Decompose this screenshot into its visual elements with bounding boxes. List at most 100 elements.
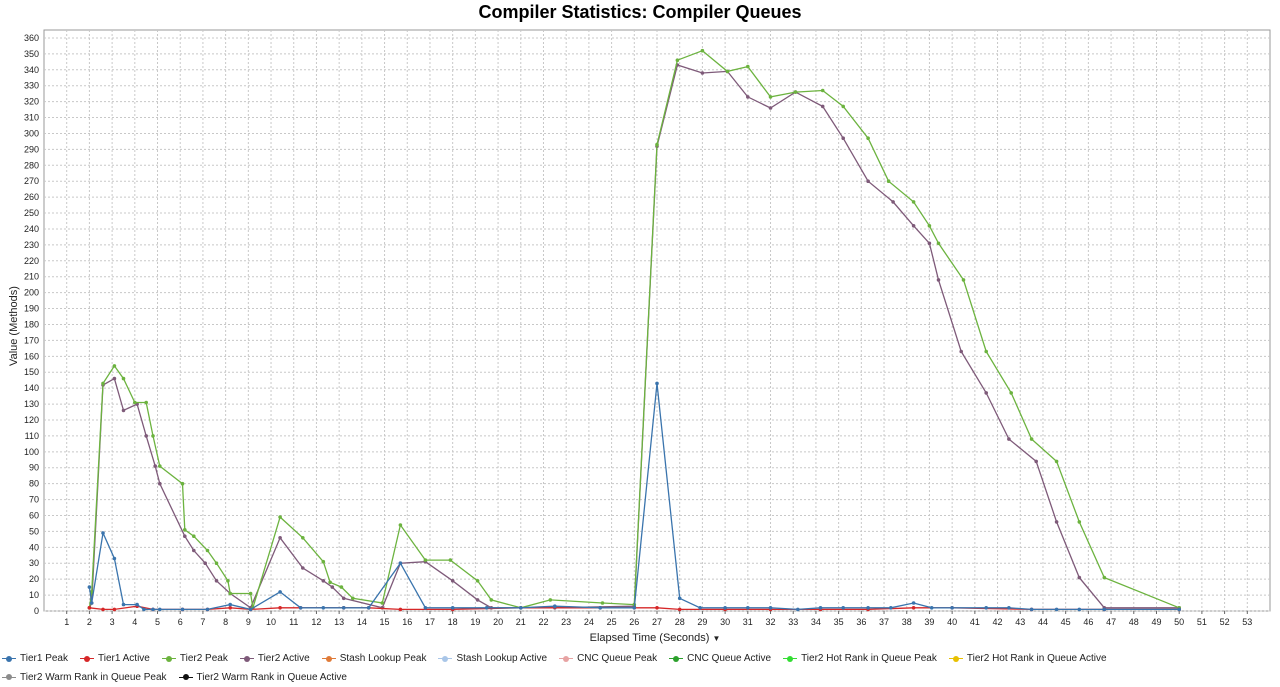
y-tick-label: 40 [29,542,39,552]
data-point [228,602,232,607]
data-point [655,381,659,386]
legend-item[interactable]: Tier2 Peak [161,650,228,667]
data-point [214,579,219,583]
x-tick-label: 38 [902,617,912,627]
data-point [700,71,705,75]
y-tick-label: 10 [29,590,39,600]
x-tick-label: 2 [87,617,92,627]
data-point [1077,575,1082,580]
data-point [278,515,282,519]
data-point [398,607,403,612]
data-point [698,606,702,610]
data-point [911,224,916,228]
y-tick-label: 190 [24,304,39,314]
x-tick-label: 22 [538,617,548,627]
data-point [248,591,253,596]
y-tick-label: 180 [24,319,39,329]
data-point [841,606,845,610]
data-point [205,607,210,612]
legend-label: CNC Queue Active [687,653,772,664]
data-point [330,585,335,589]
data-point [1054,607,1059,612]
data-point [1054,520,1059,524]
y-tick-label: 330 [24,81,39,91]
data-point [600,601,605,605]
legend-swatch-icon [559,655,574,663]
data-point [632,606,637,610]
data-point [866,179,870,183]
legend-swatch-icon [239,655,254,663]
legend-label: Tier2 Warm Rank in Queue Peak [20,671,167,683]
y-tick-label: 210 [24,272,39,282]
data-point [677,607,682,612]
legend-item[interactable]: Stash Lookup Peak [321,650,427,667]
data-point [278,606,282,610]
x-tick-label: 35 [834,617,844,627]
data-point [301,566,305,570]
data-point [1029,607,1034,612]
data-point [598,606,602,610]
legend-swatch-icon [79,655,94,663]
data-point [793,90,798,94]
x-tick-label: 42 [993,617,1003,627]
legend-label: Stash Lookup Peak [339,653,427,664]
data-point [1009,391,1013,395]
data-point [101,607,105,612]
data-point [911,200,916,204]
data-point [341,606,346,610]
data-point [89,601,94,605]
legend-item[interactable]: Tier2 Warm Rank in Queue Peak [2,669,167,686]
dropdown-arrow-icon: ▼ [712,634,721,643]
x-tick-label: 15 [380,617,390,627]
data-point [929,606,934,610]
legend-item[interactable]: Tier1 Active [79,650,150,667]
legend-item[interactable]: Tier1 Peak [2,650,68,667]
data-point [866,606,870,610]
data-point [298,606,303,610]
data-point [961,278,966,282]
legend-item[interactable]: Tier2 Hot Rank in Queue Active [948,650,1107,667]
grid [43,29,1271,612]
data-point [1029,437,1034,441]
y-tick-label: 220 [24,256,39,266]
data-point [183,528,187,532]
legend-item[interactable]: CNC Queue Peak [559,650,657,667]
legend-item[interactable]: Tier2 Hot Rank in Queue Peak [783,650,937,667]
x-tick-label: 31 [743,617,753,627]
y-tick-label: 200 [24,288,39,298]
data-point [180,481,185,486]
legend-swatch-icon [438,655,453,663]
legend-item[interactable]: Tier2 Active [239,650,310,667]
legend-item[interactable]: Stash Lookup Active [438,650,547,667]
x-tick-label: 25 [607,617,617,627]
x-tick-label: 28 [675,617,685,627]
data-point [818,606,823,610]
data-point [121,602,126,607]
legend-label: Tier2 Hot Rank in Queue Peak [801,653,937,664]
data-point [112,556,117,561]
data-point [655,142,659,147]
data-point [1007,606,1011,610]
data-point [366,606,371,610]
data-point [820,88,825,93]
data-point [1102,575,1107,580]
legend-label: Tier1 Peak [20,653,68,664]
data-point [339,585,344,589]
x-tick-label: 51 [1197,617,1207,627]
data-point [328,580,332,585]
data-point [746,64,750,69]
data-point [135,602,139,607]
legend-item[interactable]: CNC Queue Active [669,650,771,667]
data-point [226,579,230,583]
data-point [183,534,187,538]
chart-title: Compiler Statistics: Compiler Queues [478,2,802,22]
data-point [423,606,428,610]
x-axis-label-wrap[interactable]: Elapsed Time (Seconds) ▼ [40,632,1270,644]
x-tick-label: 7 [200,617,205,627]
data-point [151,434,155,438]
x-tick-label: 52 [1220,617,1230,627]
x-tick-label: 11 [289,617,298,627]
data-point [984,391,988,395]
legend-item[interactable]: Tier2 Warm Rank in Queue Active [178,669,347,686]
x-tick-label: 8 [223,617,228,627]
